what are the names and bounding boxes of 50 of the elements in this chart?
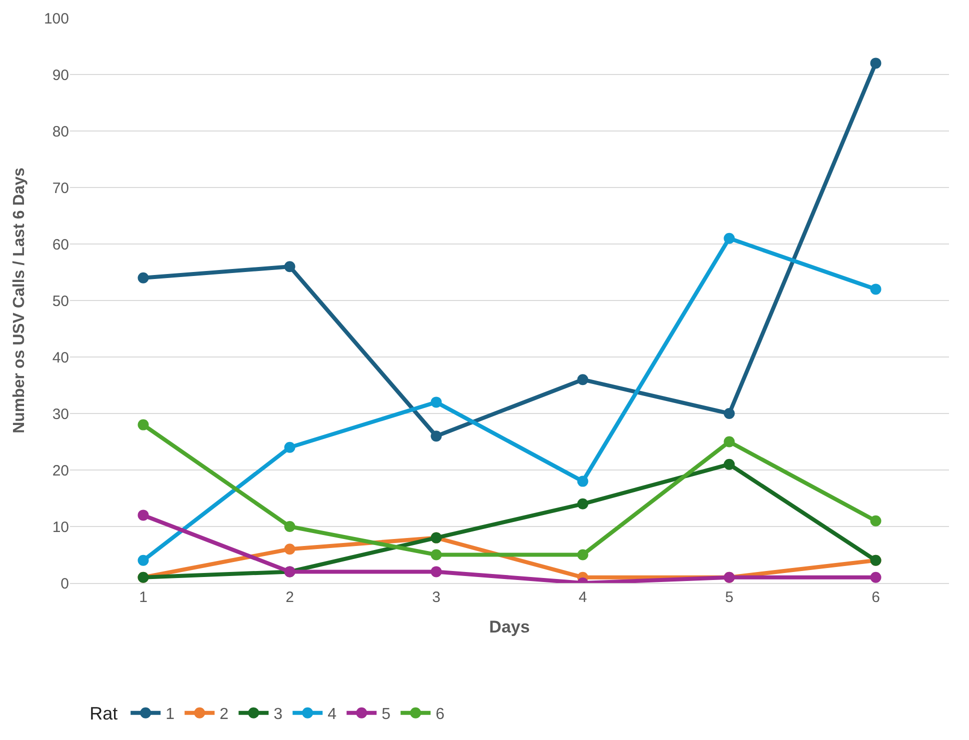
point [870, 284, 882, 295]
point [284, 521, 296, 532]
legend-label: 3 [274, 706, 283, 724]
y-tick-label: 10 [52, 518, 69, 536]
legend-title: Rat [90, 703, 118, 724]
y-tick-label: 60 [52, 236, 69, 254]
y-tick-label: 50 [52, 292, 69, 310]
point [724, 408, 735, 419]
point [870, 572, 882, 583]
point [577, 374, 588, 386]
x-tick-label: 5 [725, 589, 734, 606]
y-tick-label: 40 [52, 349, 69, 366]
point [284, 544, 296, 555]
point [577, 549, 588, 560]
point [430, 396, 442, 408]
point [870, 58, 882, 69]
point [577, 476, 588, 487]
y-tick-label: 80 [52, 123, 69, 140]
y-tick-label: 90 [52, 66, 69, 84]
legend-label: 5 [382, 706, 391, 724]
point [284, 261, 296, 272]
legend-label: 2 [220, 706, 229, 724]
point [870, 515, 882, 526]
y-tick-label: 0 [60, 575, 69, 592]
legend-label: 1 [166, 706, 175, 724]
point [724, 232, 735, 244]
point [138, 419, 149, 430]
legend-label: 6 [436, 706, 445, 724]
y-tick-label: 100 [44, 10, 69, 28]
y-axis-title: Number os USV Calls / Last 6 Days [10, 167, 28, 434]
x-tick-label: 2 [286, 589, 294, 606]
point [430, 430, 442, 442]
x-tick-label: 6 [872, 589, 880, 606]
point [138, 554, 149, 566]
x-tick-label: 3 [432, 589, 440, 606]
point [724, 436, 735, 448]
point [284, 442, 296, 453]
point [577, 498, 588, 510]
y-tick-label: 20 [52, 462, 69, 480]
x-tick-label: 1 [139, 589, 148, 606]
x-tick-label: 4 [578, 589, 587, 606]
point [430, 566, 442, 578]
point [724, 458, 735, 470]
point [430, 549, 442, 560]
point [138, 272, 149, 284]
legend-label: 4 [328, 706, 337, 724]
y-tick-label: 30 [52, 406, 69, 423]
point [138, 510, 149, 521]
y-tick-label: 70 [52, 180, 69, 197]
x-axis-title: Days [489, 617, 530, 636]
